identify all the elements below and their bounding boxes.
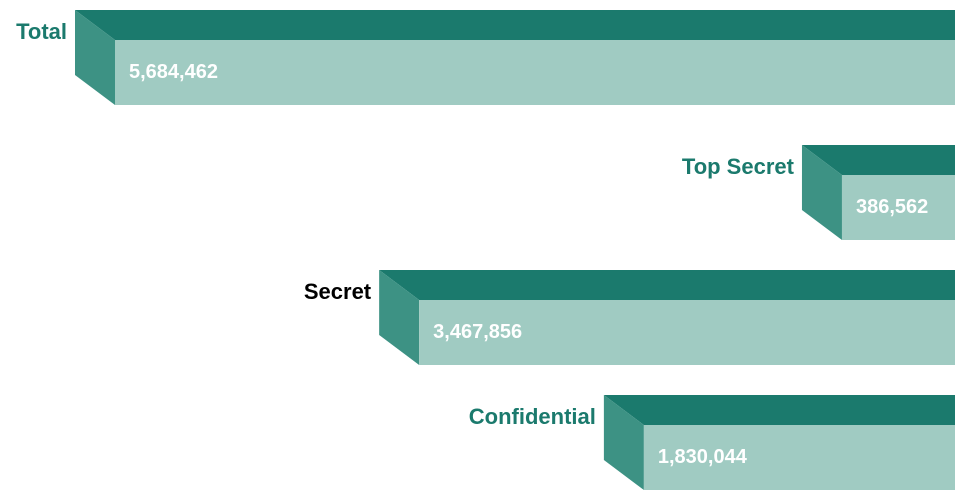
bar-side	[603, 395, 644, 490]
category-label: Top Secret	[682, 154, 795, 179]
category-label: Total	[16, 19, 67, 44]
bar-side	[379, 270, 420, 365]
bar-top	[801, 145, 955, 175]
category-label: Confidential	[469, 404, 596, 429]
bar-top	[603, 395, 955, 425]
bar-side	[801, 145, 842, 240]
value-label: 5,684,462	[129, 61, 218, 83]
bar-side	[75, 10, 115, 105]
value-label: 3,467,856	[433, 321, 522, 343]
category-label: Secret	[304, 279, 372, 304]
bar	[419, 300, 955, 365]
bar	[643, 425, 955, 490]
bar	[115, 40, 955, 105]
bar-top	[75, 10, 955, 40]
value-label: 1,830,044	[658, 446, 748, 468]
value-label: 386,562	[856, 196, 928, 218]
bar	[841, 175, 955, 240]
bar-top	[379, 270, 955, 300]
